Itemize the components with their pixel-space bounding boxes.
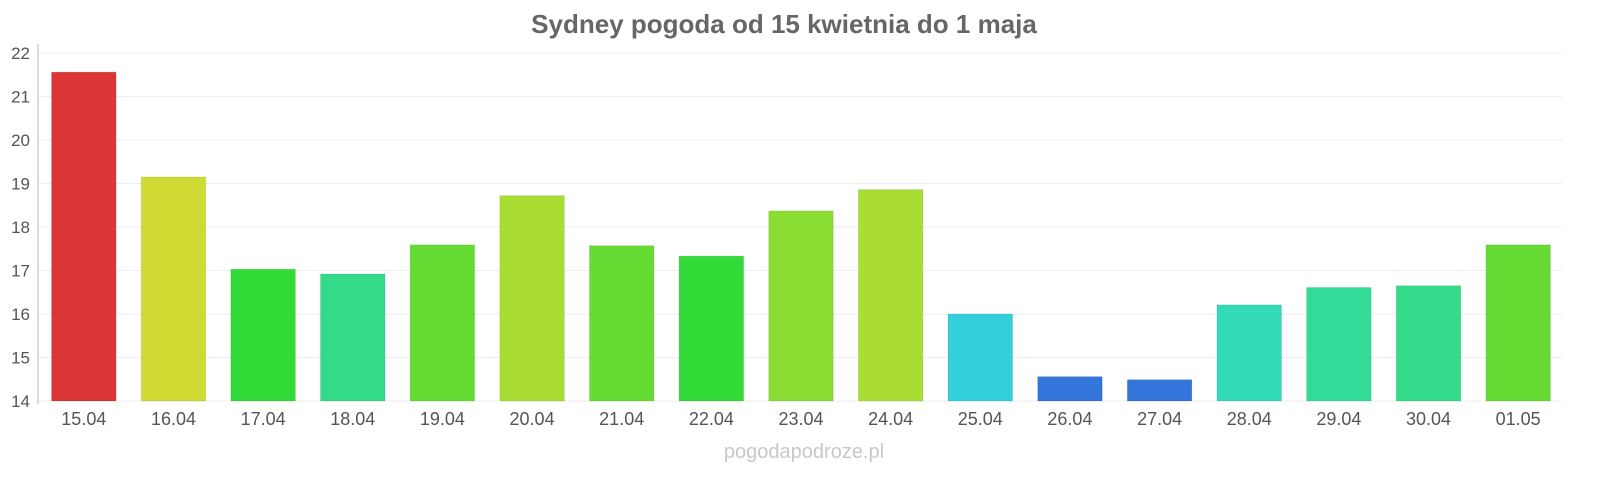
bar-27.04	[1126, 379, 1193, 402]
y-tick-label: 19	[11, 175, 30, 194]
bar-21.04	[588, 245, 655, 402]
bar-18.04	[319, 273, 386, 402]
x-tick-label: 01.05	[1496, 409, 1541, 429]
x-tick-label: 24.04	[868, 409, 913, 429]
y-tick-label: 22	[11, 44, 30, 63]
x-tick-label: 25.04	[958, 409, 1003, 429]
x-tick-label: 15.04	[61, 409, 106, 429]
y-tick-label: 21	[11, 88, 30, 107]
bar-30.04	[1395, 285, 1462, 402]
x-tick-label: 27.04	[1137, 409, 1182, 429]
y-tick-label: 18	[11, 218, 30, 237]
bar-22.04	[678, 255, 745, 402]
x-tick-label: 22.04	[689, 409, 734, 429]
bar-24.04	[857, 189, 924, 402]
bar-19.04	[409, 244, 476, 402]
y-tick-label: 15	[11, 349, 30, 368]
chart-title: Sydney pogoda od 15 kwietnia do 1 maja	[531, 9, 1037, 39]
x-tick-label: 17.04	[241, 409, 286, 429]
bar-15.04	[51, 71, 117, 402]
bars	[51, 71, 1551, 402]
x-tick-label: 21.04	[599, 409, 644, 429]
x-tick-label: 26.04	[1047, 409, 1092, 429]
y-tick-label: 14	[11, 392, 30, 411]
y-tick-label: 20	[11, 131, 30, 150]
x-tick-label: 23.04	[778, 409, 823, 429]
bar-29.04	[1306, 286, 1372, 402]
bar-25.04	[947, 313, 1014, 402]
x-tick-label: 18.04	[330, 409, 375, 429]
bar-26.04	[1037, 376, 1103, 402]
y-tick-label: 17	[11, 262, 30, 281]
x-tick-label: 29.04	[1316, 409, 1361, 429]
y-ticks: 14 15 16 17 18 19 20 21 22	[11, 44, 30, 411]
bar-16.04	[140, 176, 207, 402]
bar-17.04	[230, 268, 296, 402]
bar-28.04	[1216, 304, 1283, 402]
x-tick-label: 28.04	[1227, 409, 1272, 429]
bar-20.04	[499, 195, 565, 402]
y-tick-label: 16	[11, 305, 30, 324]
watermark: pogodapodroze.pl	[724, 441, 884, 463]
x-tick-label: 30.04	[1406, 409, 1451, 429]
x-tick-label: 20.04	[510, 409, 555, 429]
bar-23.04	[768, 210, 834, 402]
x-ticks: 15.04 16.04 17.04 18.04 19.04 20.04 21.04 22.04…	[61, 409, 1540, 429]
bar-01.05	[1485, 244, 1551, 402]
x-tick-label: 19.04	[420, 409, 465, 429]
x-tick-label: 16.04	[151, 409, 196, 429]
